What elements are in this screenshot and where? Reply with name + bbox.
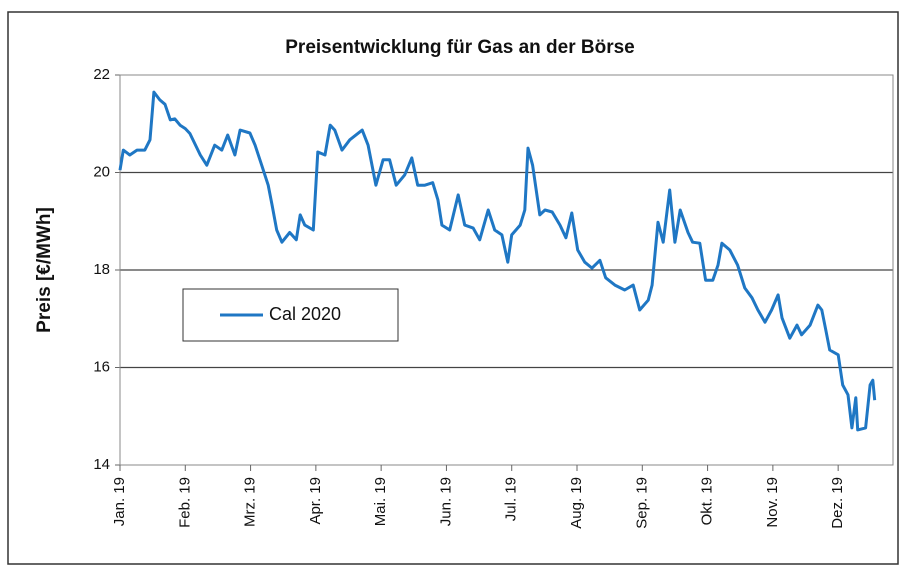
legend-label: Cal 2020 — [269, 304, 341, 324]
data-line — [118, 90, 877, 432]
y-tick-label: 18 — [93, 261, 110, 278]
x-tick-label: Jun. 19 — [437, 477, 454, 526]
chart-frame — [7, 11, 899, 565]
legend-box — [182, 288, 399, 342]
y-axis-label: Preis [€/MWh] — [34, 207, 55, 333]
chart-title: Preisentwicklung für Gas an der Börse — [285, 37, 635, 58]
y-tick-label: 22 — [93, 66, 110, 83]
y-tick-label: 20 — [93, 163, 110, 180]
x-tick-label: Mai. 19 — [372, 477, 389, 526]
x-tick-label: Aug. 19 — [568, 477, 585, 529]
y-tick-label: 14 — [93, 456, 110, 473]
x-tick-label: Jul. 19 — [503, 477, 520, 521]
plot-border — [119, 74, 894, 466]
legend: Cal 2020 — [182, 288, 399, 342]
x-tick-label: Sep. 19 — [633, 477, 650, 529]
x-tick-label: Nov. 19 — [764, 477, 781, 528]
x-tick-label: Dez. 19 — [829, 477, 846, 529]
x-tick-label: Okt. 19 — [699, 477, 716, 525]
y-tick-label: 16 — [93, 358, 110, 375]
x-tick-label: Apr. 19 — [307, 477, 324, 525]
x-tick-label: Jan. 19 — [111, 477, 128, 526]
x-tick-label: Mrz. 19 — [242, 477, 259, 527]
x-tick-label: Feb. 19 — [176, 477, 193, 528]
